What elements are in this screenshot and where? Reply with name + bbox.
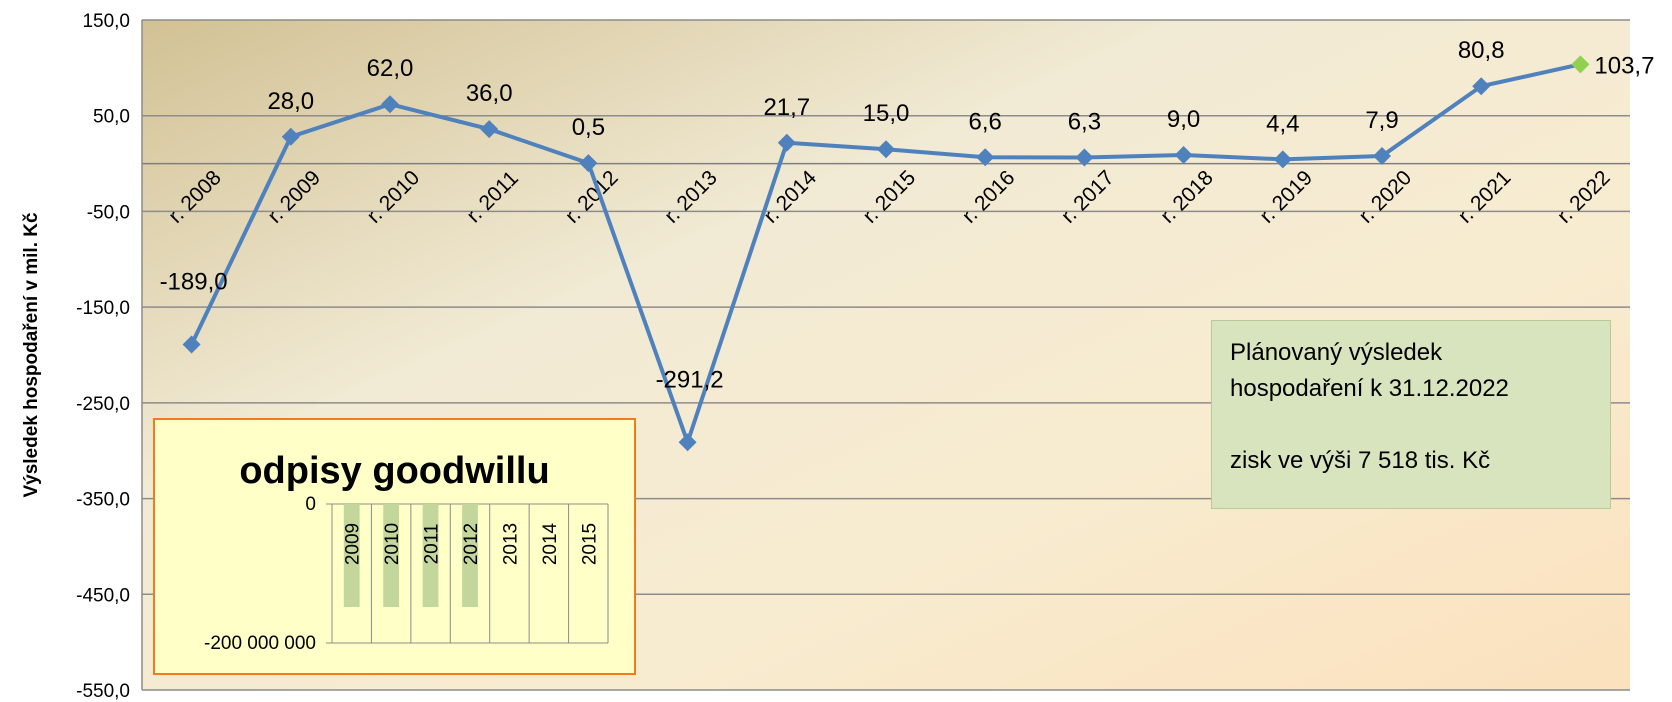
inset-category-label: 2009 [343,523,364,565]
series-markers [182,55,1590,452]
data-label: -189,0 [160,268,228,295]
data-label: 28,0 [267,88,314,115]
data-point-marker [381,95,399,114]
inset-category-label: 2015 [579,523,600,565]
inset-y-tick-label: -200 000 000 [204,633,316,654]
inset-category-label: 2014 [540,522,561,565]
data-point-marker [1472,77,1491,96]
data-label: -291,2 [656,366,724,393]
inset-y-axis: 0 -200 000 000 [204,494,316,654]
data-point-marker [182,335,201,354]
inset-bar [383,504,400,607]
y-axis: 150,0 50,0 -50,0 -150,0 -250,0 -350,0 -450,0 -5… [76,11,130,702]
data-labels: -189,0 28,0 62,0 36,0 0,5 -291,2 21,7 15,0 6,6 6,… [160,37,1655,393]
data-label: 103,7 [1594,52,1654,79]
note-spacer [1230,407,1592,443]
y-tick-label: -50,0 [87,202,130,223]
inset-category-label: 2012 [461,523,482,565]
inset-bar [422,504,439,607]
data-label: 6,6 [969,108,1002,135]
inset-title: odpisy goodwillu [239,450,550,492]
y-tick-label: -150,0 [76,298,130,319]
y-tick-label: -550,0 [76,681,130,702]
data-point-marker [1571,55,1590,74]
goodwill-inset-chart: odpisy goodwillu 0 -200 000 000 2009 2010 2… [153,418,636,675]
y-tick-label: 150,0 [82,11,130,32]
note-line-2: hospodaření k 31.12.2022 [1230,375,1509,402]
data-point-marker [678,433,697,452]
data-point-marker [1075,148,1094,167]
note-line-3: zisk ve výši 7 518 tis. Kč [1230,447,1491,474]
data-label: 80,8 [1458,37,1505,64]
note-line-1: Plánovaný výsledek [1230,339,1443,366]
data-label: 21,7 [763,94,810,121]
data-point-marker [976,148,995,167]
data-label: 4,4 [1266,110,1299,137]
data-label: 6,3 [1068,109,1101,136]
inset-bar-chart: 0-200 000 000 2009 2010 2011 2012 2013 2014 20… [204,494,609,654]
inset-category-label: 2010 [382,523,403,565]
y-tick-label: 50,0 [93,107,130,128]
data-point-marker [1273,150,1292,169]
data-point-marker [480,120,499,139]
plan-note-box: Plánovaný výsledek hospodaření k 31.12.2… [1211,320,1611,509]
y-axis-title: Výsledek hospodaření v mil. Kč [21,212,42,498]
data-label: 36,0 [466,80,513,107]
data-label: 15,0 [863,100,910,127]
data-point-marker [777,133,796,152]
data-point-marker [1174,145,1193,164]
data-label: 9,0 [1167,106,1200,133]
inset-category-label: 2011 [422,524,443,565]
y-tick-label: -450,0 [76,585,130,606]
y-tick-label: -250,0 [76,394,130,415]
inset-y-tick-label: 0 [305,494,316,515]
data-point-marker [579,154,598,173]
data-point-marker [1373,147,1391,166]
data-label: 62,0 [367,55,414,82]
data-point-marker [281,127,300,146]
data-label: 0,5 [572,114,605,141]
inset-category-label: 2013 [500,523,521,565]
inset-grid [326,503,609,644]
inset-bar [462,504,478,607]
y-tick-label: -350,0 [76,490,130,511]
data-label: 7,9 [1365,107,1398,134]
inset-x-axis: 2009 2010 2011 2012 2013 2014 2015 [343,522,601,565]
data-point-marker [877,140,895,159]
inset-bar [343,504,360,607]
gridlines [141,19,1630,691]
inset-bars [343,504,478,607]
